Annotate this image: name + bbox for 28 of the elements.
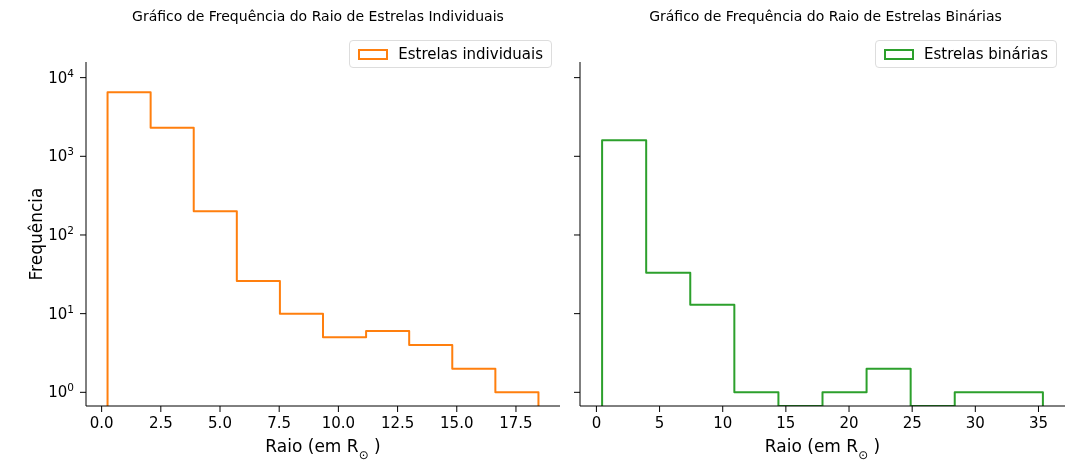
chart-title: Gráfico de Frequência do Raio de Estrelas Individuais [131,8,505,26]
y-axis-title: Frequência [26,187,46,281]
legend-label: Estrelas individuais [398,45,543,63]
legend-label: Estrelas binárias [924,45,1048,63]
x-tick-label: 5.0 [208,414,232,432]
x-tick-label: 20 [839,414,859,432]
chart-title: Gráfico de Frequência do Raio de Estrelas Binárias [648,8,1003,26]
x-tick-label: 5 [654,414,665,432]
y-tick-label: 10$^{1}$ [48,302,74,323]
x-tick-label: 25 [902,414,922,432]
x-axis-title: Raio (em R$_{⊙}$) [265,436,381,462]
x-tick-label: 0 [591,414,602,432]
x-tick-label: 0.0 [89,414,114,432]
x-tick-label: 35 [1028,414,1049,432]
x-tick-label: 15 [776,414,796,432]
y-tick-label: 10$^{0}$ [48,381,74,402]
y-tick-label: 10$^{2}$ [48,223,74,244]
x-tick-label: 12.5 [380,414,415,432]
x-tick-label: 15.0 [440,414,474,432]
x-tick-label: 10.0 [321,414,356,432]
x-tick-label: 7.5 [267,414,292,432]
x-axis-title: Raio (em R$_{⊙}$) [764,436,881,462]
x-tick-label: 10 [713,414,733,432]
x-tick-label: 2.5 [148,414,173,432]
x-tick-label: 17.5 [499,414,533,432]
y-tick-label: 10$^{3}$ [48,145,74,166]
y-tick-label: 10$^{4}$ [48,66,75,87]
x-tick-label: 30 [965,414,985,432]
